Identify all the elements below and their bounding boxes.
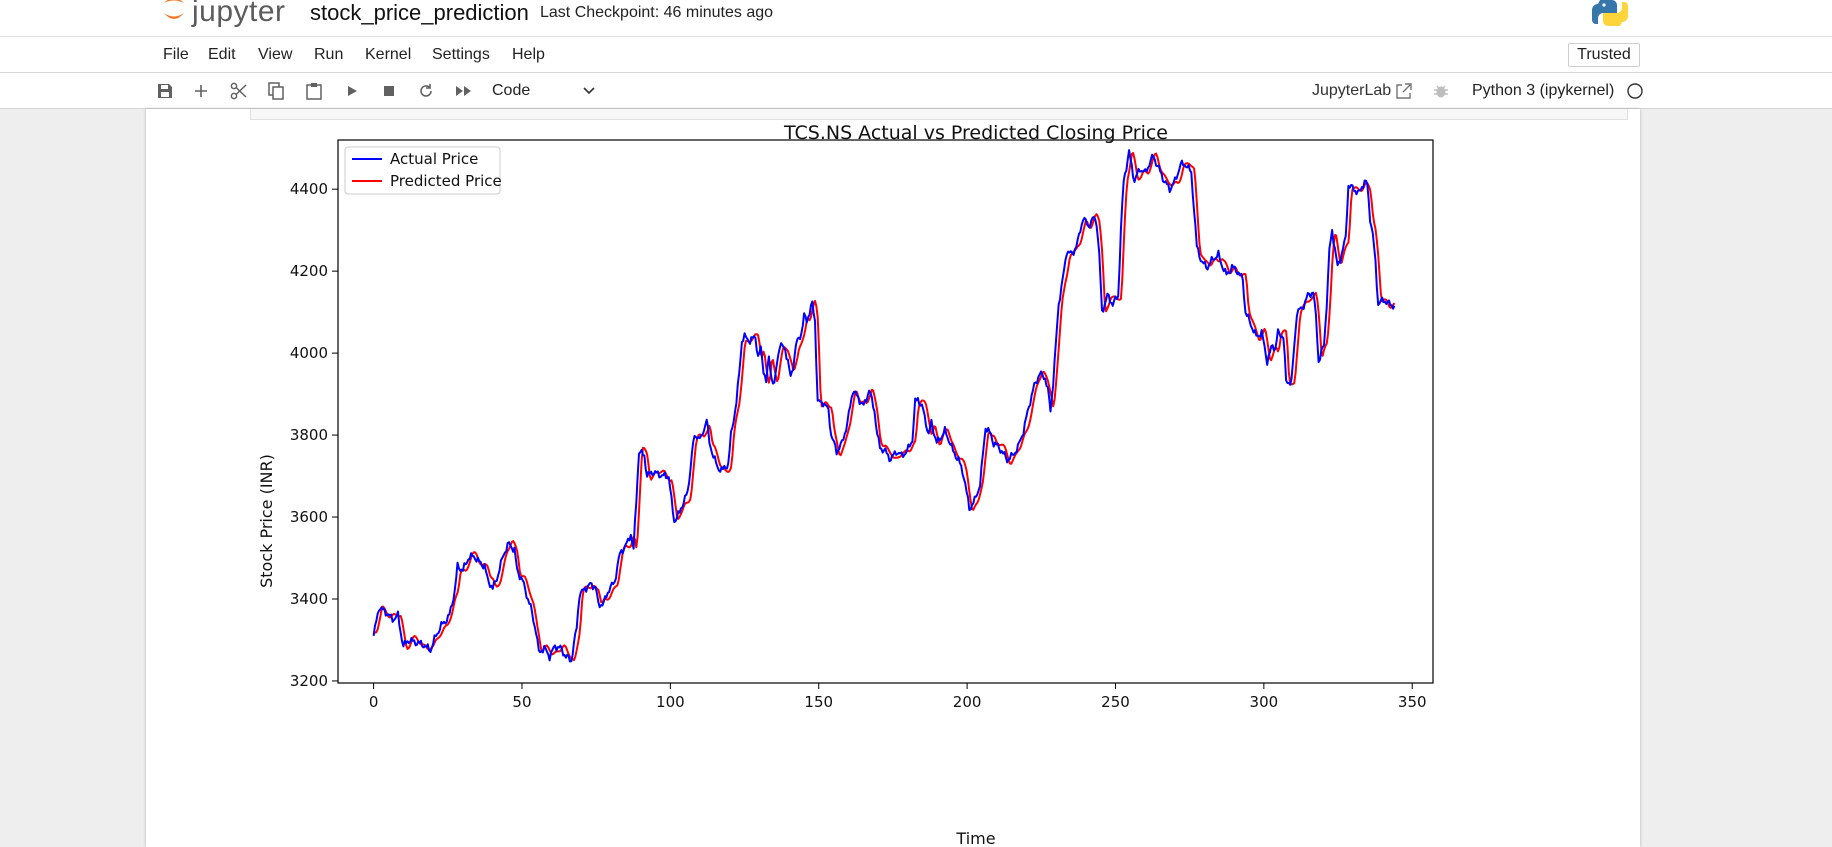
checkpoint-status: Last Checkpoint: 46 minutes ago <box>540 4 774 21</box>
notebook-panel <box>146 109 1640 847</box>
series-actual-price <box>372 149 1396 663</box>
chart: 0 50 100 150 200 250 300 350 3200 3400 3600 3800 400… <box>257 122 1434 847</box>
menu-file[interactable]: File <box>163 46 189 63</box>
python-logo-icon <box>1592 0 1628 26</box>
top-bar: jupyter stock_price_prediction Last Chec… <box>0 0 1832 37</box>
cell-type-dropdown[interactable] <box>580 79 598 103</box>
x-tick-label: 300 <box>1250 693 1279 711</box>
trusted-button[interactable]: Trusted <box>1568 43 1640 67</box>
x-axis-label: Time <box>955 829 995 847</box>
x-tick-label: 100 <box>656 693 685 711</box>
plot-area <box>337 139 1434 684</box>
copy-icon <box>268 82 284 100</box>
legend-box <box>344 146 501 195</box>
cell-type-select[interactable]: Code <box>492 82 531 99</box>
y-tick-label: 3800 <box>290 426 328 444</box>
legend-label: Actual Price <box>390 150 478 168</box>
previous-cell[interactable] <box>250 109 1628 120</box>
menu-bar: File Edit View Run Kernel Settings Help … <box>0 37 1832 73</box>
menu-run[interactable]: Run <box>314 46 344 63</box>
menu-edit[interactable]: Edit <box>208 46 236 63</box>
legend-label: Predicted Price <box>390 172 502 190</box>
y-axis-label: Stock Price (INR) <box>257 454 276 588</box>
menu-settings[interactable]: Settings <box>432 46 490 63</box>
notebook-title[interactable]: stock_price_prediction <box>310 0 529 25</box>
run-button[interactable] <box>341 80 363 102</box>
add-cell-icon <box>195 85 207 97</box>
x-tick-label: 150 <box>804 693 833 711</box>
y-tick-label: 3200 <box>290 672 328 690</box>
chart-title: TCS.NS Actual vs Predicted Closing Price <box>783 122 1168 144</box>
series-predicted-price <box>372 151 1396 662</box>
menu-kernel[interactable]: Kernel <box>365 46 412 63</box>
paste-button[interactable] <box>303 80 325 102</box>
kernel-name[interactable]: Python 3 (ipykernel) <box>1472 82 1615 99</box>
save-button[interactable] <box>154 80 176 102</box>
y-tick-label: 3600 <box>290 508 328 526</box>
add-cell-button[interactable] <box>190 80 212 102</box>
restart-icon <box>420 84 432 97</box>
jupyterlab-link[interactable]: JupyterLab <box>1312 82 1392 99</box>
y-tick-label: 4400 <box>290 180 328 198</box>
menu-help[interactable]: Help <box>512 46 545 63</box>
external-link-icon[interactable] <box>1395 82 1413 100</box>
y-tick-label: 4000 <box>290 344 328 362</box>
y-tick-label: 3400 <box>290 590 328 608</box>
x-tick-label: 250 <box>1101 693 1130 711</box>
restart-button[interactable] <box>415 80 437 102</box>
debugger-icon[interactable] <box>1432 82 1450 100</box>
x-tick-label: 50 <box>512 693 531 711</box>
cut-icon <box>230 82 247 100</box>
jupyter-logo-text: jupyter <box>192 0 286 28</box>
fast-forward-icon <box>456 86 471 96</box>
menu-view[interactable]: View <box>258 46 293 63</box>
run-icon <box>348 86 357 96</box>
jupyter-logo-icon <box>164 0 184 19</box>
x-tick-label: 350 <box>1398 693 1427 711</box>
notebook-toolbar: Code JupyterLab Python 3 (ipykernel) <box>0 73 1832 109</box>
cut-button[interactable] <box>228 80 250 102</box>
paste-icon <box>306 83 322 100</box>
x-tick-label: 200 <box>953 693 982 711</box>
chevron-down-icon <box>583 87 595 95</box>
stop-icon <box>384 86 394 96</box>
x-tick-label: 0 <box>369 693 379 711</box>
stop-button[interactable] <box>378 80 400 102</box>
save-icon <box>158 84 172 98</box>
jupyter-logo[interactable]: jupyter <box>160 0 286 32</box>
copy-button[interactable] <box>265 80 287 102</box>
restart-run-all-button[interactable] <box>453 80 475 102</box>
kernel-status-icon <box>1627 83 1643 99</box>
y-tick-label: 4200 <box>290 262 328 280</box>
